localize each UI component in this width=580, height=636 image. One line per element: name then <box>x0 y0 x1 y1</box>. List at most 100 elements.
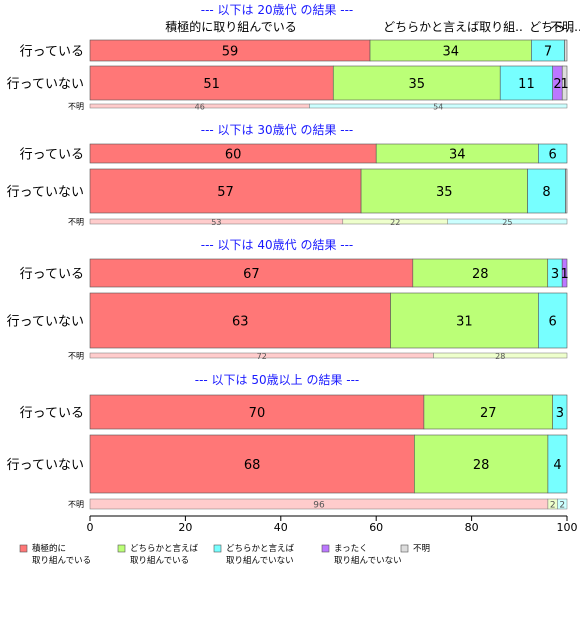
row-label-p2-r1: 行っていない <box>7 315 84 330</box>
unknown-row-label-p0: 不明 <box>68 102 84 111</box>
x-tick-label-0: 0 <box>87 521 94 534</box>
bar-segment-p0-r1-s0 <box>89 65 334 101</box>
row-label-p1-r0: 行っている <box>20 148 84 163</box>
data-label-p0-r0-s1: 34 <box>442 45 459 60</box>
unknown-label-p3-s1: 2 <box>550 501 556 511</box>
bar-segment-p2-r0-s1 <box>412 258 549 288</box>
data-label-p2-r0-s1: 28 <box>472 267 489 282</box>
header-label-1: どちらかと言えば取り組.. <box>383 20 523 34</box>
bar-segment-p1-r1-s2 <box>527 168 566 214</box>
data-label-p3-r0-s1: 27 <box>480 406 497 421</box>
unknown-label-p3-s2: 2 <box>559 501 565 511</box>
data-label-p1-r0-s0: 60 <box>225 148 242 163</box>
legend-swatch-unknown <box>400 544 409 553</box>
data-label-p0-r1-s3: 2 <box>553 77 561 92</box>
row-label-p2-r0: 行っている <box>20 267 84 282</box>
data-label-p3-r1-s0: 68 <box>244 458 261 473</box>
data-label-p0-r0-s2: 7 <box>544 45 552 60</box>
panel-title-3: --- 以下は 50歳以上 の結果 --- <box>195 373 360 387</box>
legend-swatch-somewhat <box>117 544 126 553</box>
x-tick-label-4: 80 <box>465 521 479 534</box>
legend-swatch-active <box>19 544 28 553</box>
row-label-p0-r1: 行っていない <box>7 77 84 92</box>
bar-segment-p2-r0-s3 <box>561 258 568 288</box>
legend-label-somewhat_not-1: 取り組んでいない <box>226 555 294 566</box>
panel-title-1: --- 以下は 30歳代 の結果 --- <box>201 123 354 137</box>
data-label-p1-r1-s2: 8 <box>542 185 550 200</box>
panel-title-2: --- 以下は 40歳代 の結果 --- <box>201 238 354 252</box>
legend-label-active-1: 取り組んでいる <box>32 555 91 566</box>
unknown-segment-p3-s2 <box>557 498 568 510</box>
unknown-row-label-p2: 不明 <box>68 352 84 361</box>
unknown-label-p1-s2: 25 <box>502 218 512 227</box>
bar-segment-p3-r1-s0 <box>89 434 415 494</box>
unknown-label-p0-s1: 54 <box>433 103 443 112</box>
bar-segment-p1-r1-s1 <box>360 168 528 214</box>
unknown-label-p1-s1: 22 <box>390 218 400 227</box>
unknown-label-p2-s0: 72 <box>257 352 267 361</box>
row-label-p1-r1: 行っていない <box>7 185 84 200</box>
data-label-p2-r0-s3: 1 <box>560 267 568 282</box>
unknown-label-p3-s0: 96 <box>313 501 325 511</box>
header-label-0: 積極的に取り組んでいる <box>165 19 296 34</box>
legend-swatch-not_at_all <box>321 544 330 553</box>
bar-segment-p2-r1-s1 <box>390 292 539 349</box>
data-label-p3-r1-s2: 4 <box>553 458 561 473</box>
legend-label-somewhat-1: 取り組んでいる <box>130 555 189 566</box>
x-tick-label-5: 100 <box>557 521 578 534</box>
data-label-p3-r1-s1: 28 <box>473 458 490 473</box>
legend-label-not_at_all-1: 取り組んでいない <box>334 555 402 566</box>
x-tick-label-3: 60 <box>369 521 383 534</box>
unknown-segment-p2-s1 <box>433 352 568 359</box>
unknown-label-p0-s0: 46 <box>195 103 205 112</box>
header-label-3: 不明.. <box>550 20 580 34</box>
data-label-p0-r1-s0: 51 <box>203 77 220 92</box>
bar-segment-p2-r1-s2 <box>538 292 568 349</box>
data-label-p2-r0-s0: 67 <box>243 267 260 282</box>
bar-segment-p3-r1-s1 <box>414 434 549 494</box>
bar-segment-p1-r1-s0 <box>89 168 362 214</box>
row-label-p0-r0: 行っている <box>20 45 84 60</box>
bar-segment-p0-r1-s4 <box>561 65 568 101</box>
data-label-p2-r1-s0: 63 <box>232 315 249 330</box>
data-label-p0-r1-s2: 11 <box>518 77 535 92</box>
data-label-p1-r1-s0: 57 <box>217 185 234 200</box>
unknown-segment-p1-s2 <box>447 218 568 225</box>
x-tick-label-1: 20 <box>178 521 192 534</box>
legend-label-somewhat_not-0: どちらかと言えば <box>226 543 295 554</box>
bar-segment-p1-r0-s2 <box>538 143 568 164</box>
unknown-label-p2-s1: 28 <box>495 352 505 361</box>
bar-segment-p2-r0-s0 <box>89 258 414 288</box>
data-label-p0-r0-s0: 59 <box>222 45 239 60</box>
bar-segment-p1-r1-s4 <box>565 168 568 214</box>
data-label-p3-r0-s2: 3 <box>556 406 564 421</box>
data-label-p2-r1-s1: 31 <box>456 315 473 330</box>
unknown-segment-p0-s1 <box>309 103 568 109</box>
unknown-row-label-p1: 不明 <box>68 218 84 227</box>
panel-title-0: --- 以下は 20歳代 の結果 --- <box>201 3 354 17</box>
data-label-p3-r0-s0: 70 <box>249 406 266 421</box>
legend-label-active-0: 積極的に <box>32 543 66 554</box>
legend-label-not_at_all-0: まったく <box>334 544 368 554</box>
bar-segment-p0-r1-s1 <box>332 65 501 101</box>
bar-segment-p3-r1-s2 <box>547 434 568 494</box>
x-tick-label-2: 40 <box>274 521 288 534</box>
bar-segment-p3-r0-s0 <box>89 394 425 430</box>
data-label-p2-r1-s2: 6 <box>549 315 557 330</box>
row-label-p3-r1: 行っていない <box>7 458 84 473</box>
data-label-p0-r1-s1: 35 <box>408 77 425 92</box>
unknown-label-p1-s0: 53 <box>211 218 221 227</box>
legend-label-unknown-0: 不明 <box>413 544 430 554</box>
data-label-p1-r0-s2: 6 <box>549 148 557 163</box>
data-label-p2-r0-s2: 3 <box>551 267 559 282</box>
data-label-p1-r1-s1: 35 <box>436 185 453 200</box>
data-label-p1-r0-s1: 34 <box>449 148 466 163</box>
data-label-p0-r1-s4: 1 <box>560 77 568 92</box>
bar-segment-p3-r0-s1 <box>423 394 553 430</box>
header-label-2: どちら.. <box>529 20 573 34</box>
row-label-p3-r0: 行っている <box>20 406 84 421</box>
unknown-row-label-p3: 不明 <box>68 500 84 509</box>
legend-swatch-somewhat_not <box>213 544 222 553</box>
bar-segment-p0-r0-s4 <box>564 39 568 62</box>
